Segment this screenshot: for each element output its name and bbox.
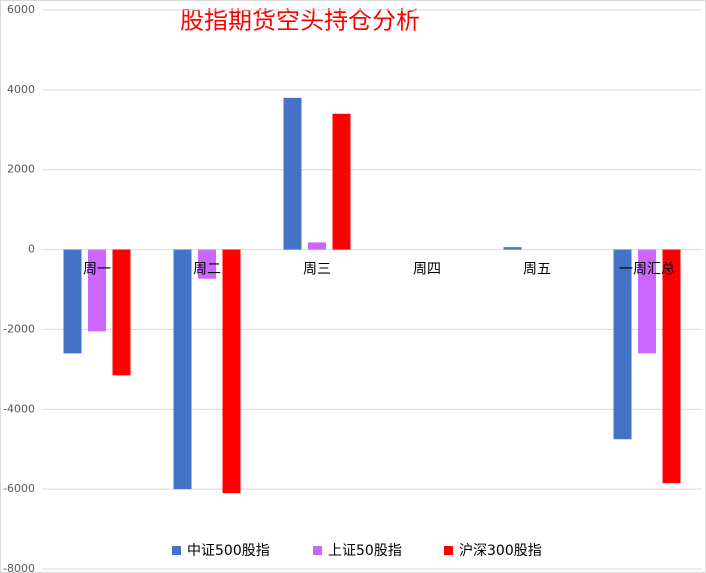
- bar: [283, 97, 302, 250]
- x-tick-label: 周一: [83, 262, 111, 278]
- bar: [112, 249, 131, 376]
- legend-swatch: [172, 546, 181, 555]
- legend-label: 上证50股指: [328, 543, 402, 559]
- bar: [88, 249, 106, 332]
- legend-label: 沪深300股指: [459, 543, 542, 559]
- bar: [332, 113, 351, 250]
- legend-swatch: [444, 546, 453, 555]
- bar: [198, 249, 216, 279]
- x-tick-label: 周二: [193, 262, 221, 278]
- x-tick-label: 周三: [303, 262, 331, 278]
- y-tick-label: 4000: [7, 83, 35, 96]
- y-tick-label: -8000: [3, 562, 35, 573]
- y-tick-label: 2000: [7, 163, 35, 176]
- bar: [308, 242, 326, 250]
- bar: [503, 247, 522, 250]
- y-tick-label: -6000: [3, 482, 35, 495]
- legend-label: 中证500股指: [187, 543, 270, 559]
- bar: [173, 249, 192, 490]
- x-tick-label: 一周汇总: [619, 262, 675, 278]
- bar: [662, 249, 681, 484]
- bar: [63, 249, 82, 354]
- y-tick-label: 0: [28, 243, 35, 256]
- legend-swatch: [313, 546, 322, 555]
- y-tick-label: -2000: [3, 322, 35, 335]
- bar: [222, 249, 241, 494]
- bar: [613, 249, 632, 440]
- y-tick-label: 6000: [7, 3, 35, 16]
- bar: [638, 249, 656, 354]
- x-tick-label: 周四: [413, 262, 441, 278]
- x-tick-label: 周五: [523, 262, 551, 278]
- y-tick-label: -4000: [3, 402, 35, 415]
- chart-title: 股指期货空头持仓分析: [180, 7, 420, 35]
